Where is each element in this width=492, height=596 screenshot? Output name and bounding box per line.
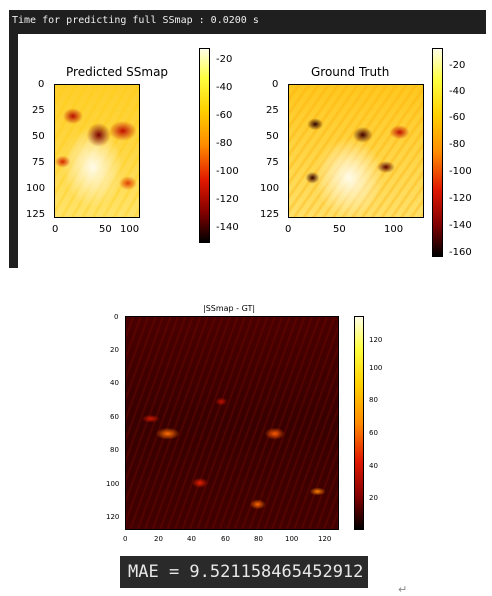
ground-truth-axes — [288, 84, 424, 218]
predicted-xtick: 50 — [99, 224, 112, 235]
difference-colorbar — [354, 316, 364, 530]
predicted-xtick: 100 — [120, 224, 140, 235]
gt-cbar-tick: -120 — [449, 193, 472, 204]
gt-ytick: 25 — [266, 105, 279, 116]
predicted-title: Predicted SSmap — [66, 65, 169, 79]
difference-heatmap — [125, 316, 339, 530]
timing-output-text: Time for predicting full SSmap : 0.0200 … — [12, 15, 259, 26]
diff-cbar-tick: 100 — [369, 364, 383, 372]
diff-ytick: 40 — [110, 379, 119, 387]
predicted-cbar-tick: -80 — [216, 138, 233, 149]
predicted-ytick: 50 — [32, 131, 45, 142]
gt-ytick: 100 — [260, 183, 280, 194]
predicted-axes — [54, 84, 140, 218]
gt-xtick: 0 — [285, 224, 292, 235]
predicted-heatmap — [54, 84, 140, 218]
diff-ytick: 100 — [106, 480, 120, 488]
predicted-colorbar — [199, 48, 210, 243]
diff-xtick: 80 — [254, 535, 263, 543]
predicted-ytick: 25 — [32, 105, 45, 116]
diff-ytick: 120 — [106, 513, 120, 521]
gt-ytick: 50 — [266, 131, 279, 142]
diff-xtick: 40 — [187, 535, 196, 543]
diff-cbar-tick: 40 — [369, 462, 378, 470]
diff-cbar-tick: 20 — [369, 494, 378, 502]
predicted-cbar-tick: -140 — [216, 222, 239, 233]
gt-cbar-tick: -40 — [449, 86, 466, 97]
gt-cbar-tick: -100 — [449, 166, 472, 177]
mae-text: MAE = 9.521158465452912 — [128, 562, 364, 582]
diff-cbar-tick: 120 — [369, 336, 383, 344]
predicted-xtick: 0 — [52, 224, 59, 235]
ground-truth-title: Ground Truth — [311, 65, 390, 79]
predicted-cbar-tick: -40 — [216, 82, 233, 93]
diff-xtick: 0 — [123, 535, 128, 543]
predicted-cbar-tick: -120 — [216, 194, 239, 205]
diff-ytick: 60 — [110, 413, 119, 421]
predicted-ytick: 125 — [26, 209, 46, 220]
return-arrow-icon: ↵ — [398, 583, 408, 596]
gt-cbar-tick: -60 — [449, 112, 466, 123]
gt-cbar-tick: -140 — [449, 220, 472, 231]
notebook-output-bar: Time for predicting full SSmap : 0.0200 … — [9, 10, 486, 34]
mae-output-box: MAE = 9.521158465452912 — [120, 556, 368, 588]
diff-ytick: 80 — [110, 446, 119, 454]
difference-axes — [125, 316, 339, 530]
predicted-cbar-tick: -100 — [216, 166, 239, 177]
gt-ytick: 0 — [272, 79, 279, 90]
ground-truth-heatmap — [288, 84, 424, 218]
diff-cbar-tick: 80 — [369, 396, 378, 404]
diff-xtick: 60 — [221, 535, 230, 543]
diff-xtick: 20 — [154, 535, 163, 543]
diff-ytick: 0 — [114, 313, 119, 321]
predicted-ytick: 100 — [26, 183, 46, 194]
gt-xtick: 100 — [384, 224, 404, 235]
difference-title: |SSmap - GT| — [203, 304, 256, 313]
predicted-cbar-tick: -20 — [216, 54, 233, 65]
gt-ytick: 75 — [266, 157, 279, 168]
gt-cbar-tick: -160 — [449, 247, 472, 258]
gt-cbar-tick: -20 — [449, 60, 466, 71]
diff-ytick: 20 — [110, 346, 119, 354]
diff-cbar-tick: 60 — [369, 429, 378, 437]
gt-cbar-tick: -80 — [449, 139, 466, 150]
predicted-ytick: 0 — [38, 79, 45, 90]
ground-truth-colorbar — [432, 48, 443, 257]
gt-xtick: 50 — [333, 224, 346, 235]
diff-xtick: 120 — [318, 535, 332, 543]
gt-ytick: 125 — [260, 209, 280, 220]
predicted-cbar-tick: -60 — [216, 110, 233, 121]
output-gutter — [9, 34, 18, 268]
predicted-ytick: 75 — [32, 157, 45, 168]
diff-xtick: 100 — [285, 535, 299, 543]
